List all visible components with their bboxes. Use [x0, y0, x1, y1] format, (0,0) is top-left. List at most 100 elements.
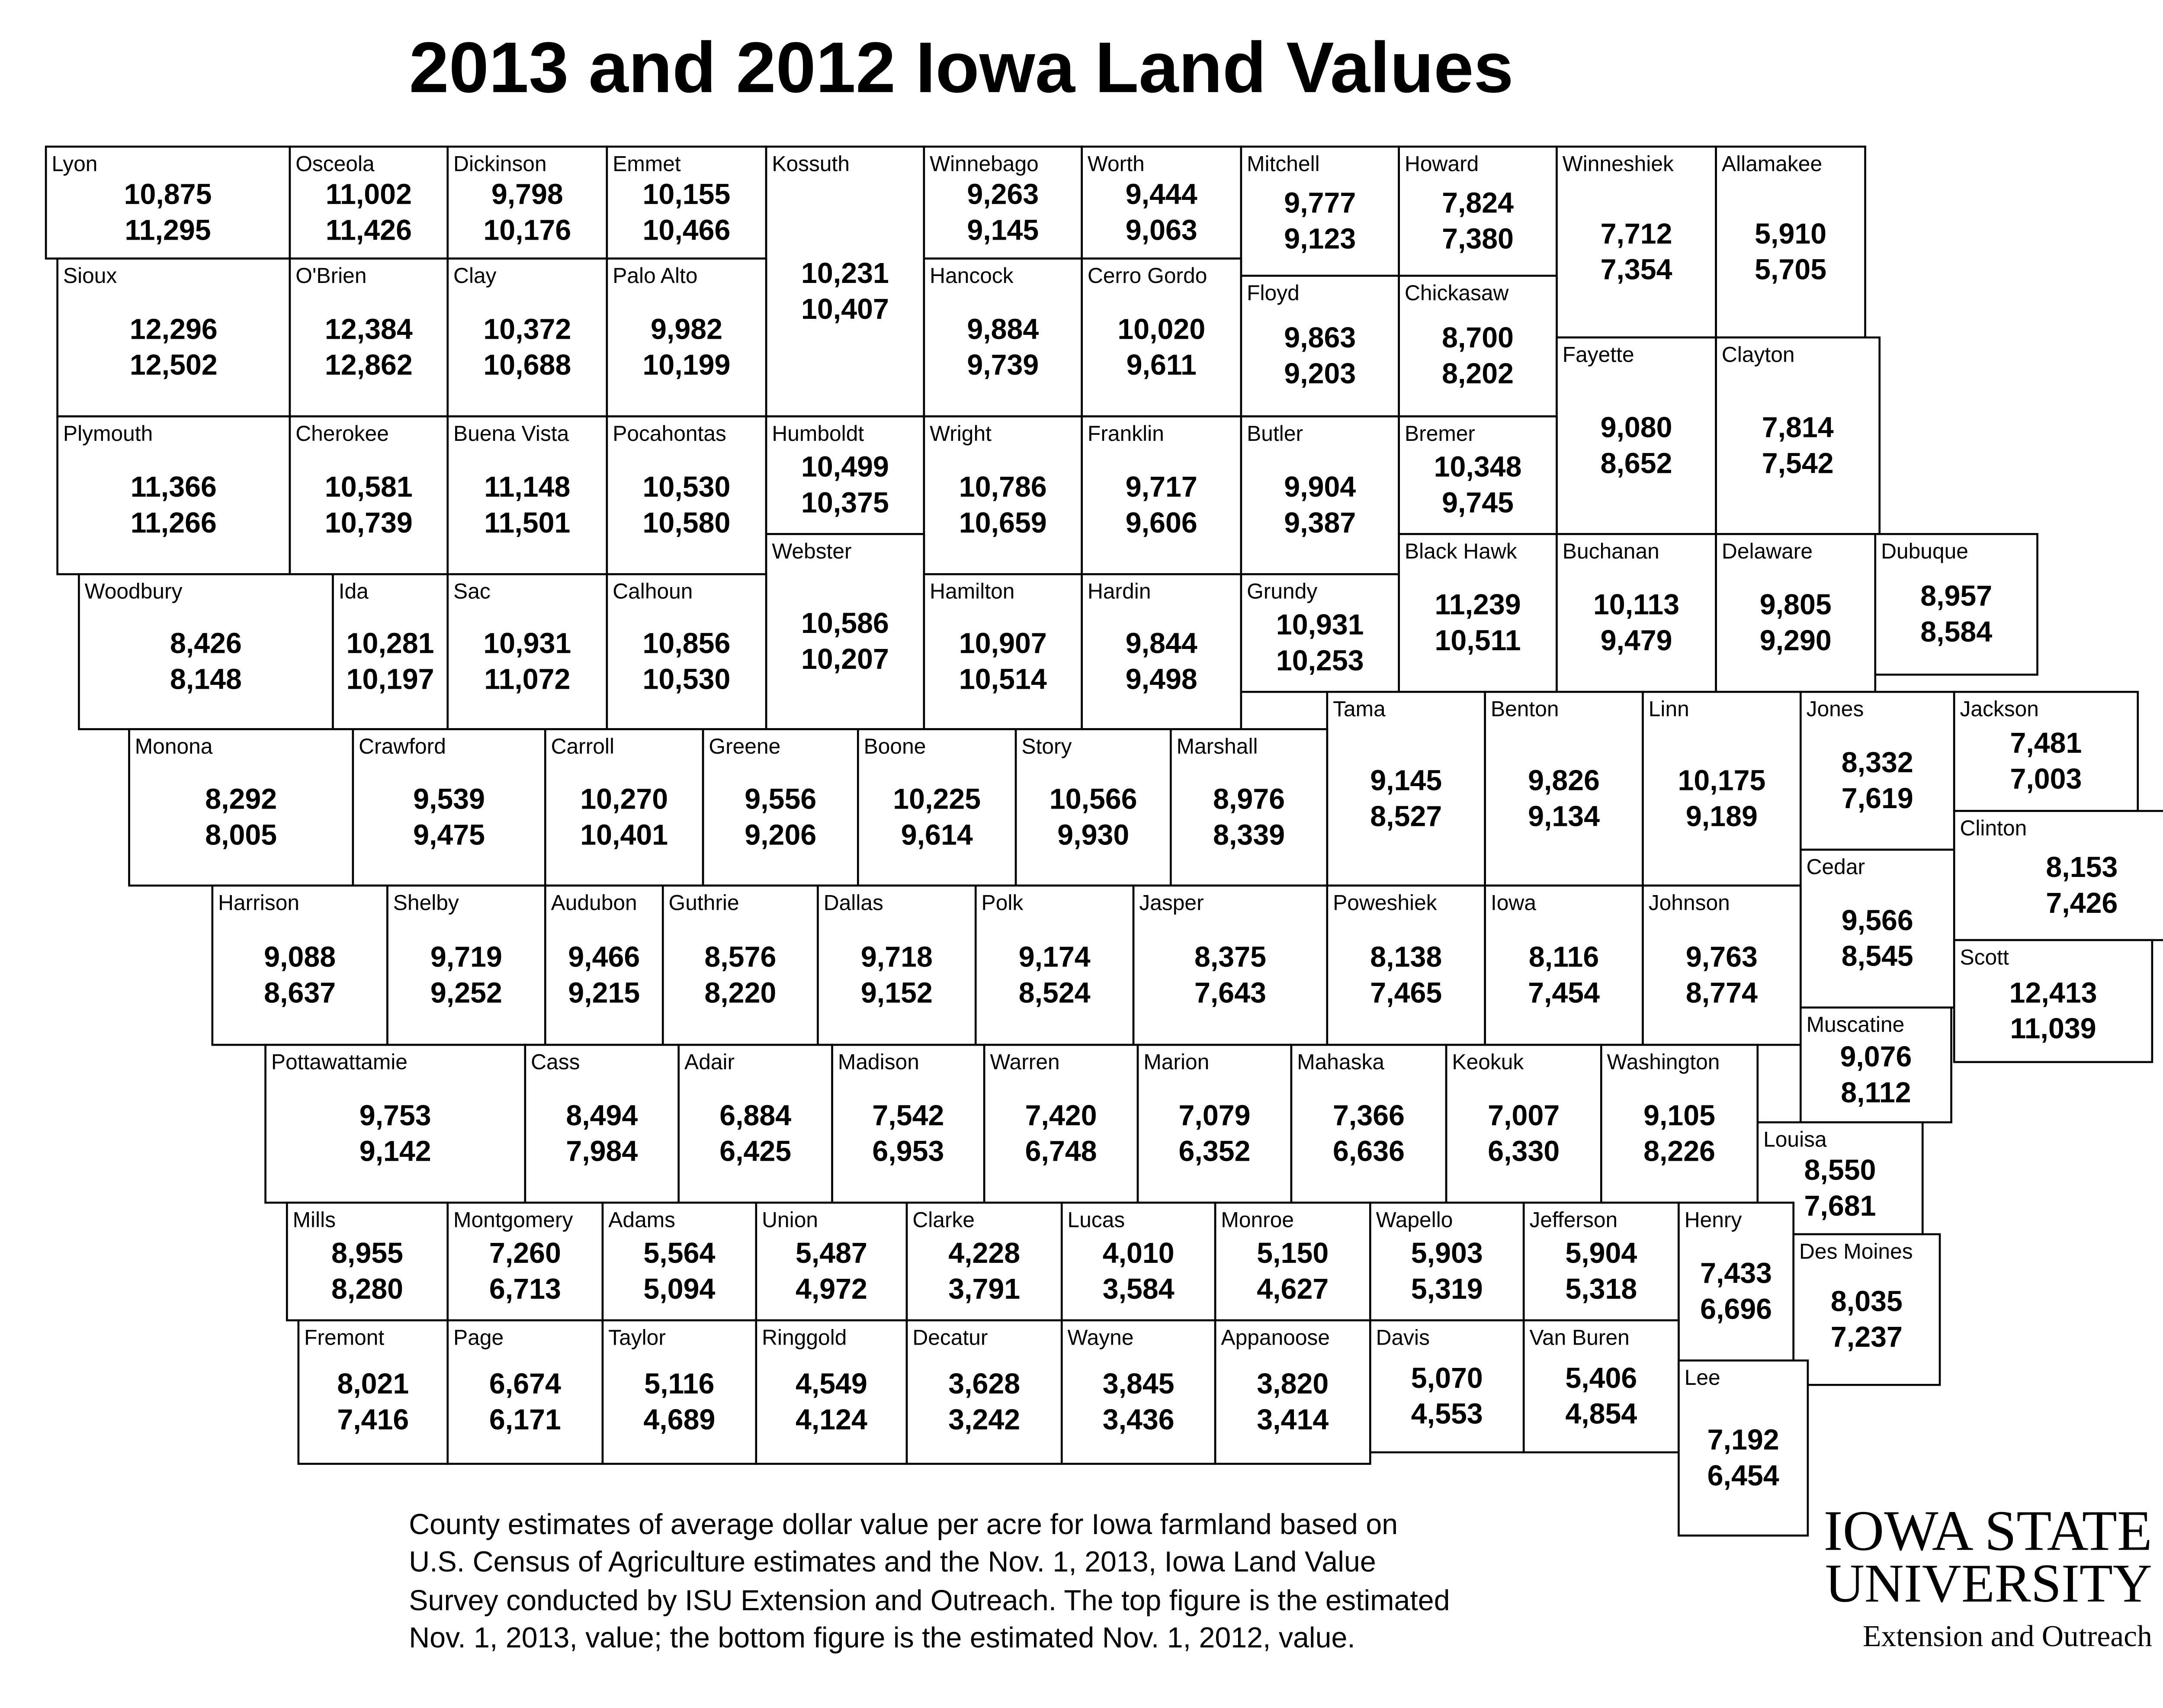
value-2013: 5,406: [1565, 1362, 1637, 1394]
county-box: [702, 728, 859, 887]
county-box: [1715, 145, 1866, 339]
county-name: O'Brien: [295, 263, 366, 288]
value-2012: 9,252: [430, 977, 502, 1009]
value-2012: 9,745: [1442, 487, 1514, 519]
value-2013: 7,433: [1700, 1258, 1772, 1290]
value-2013: 11,148: [484, 471, 570, 503]
value-2013: 9,718: [861, 941, 933, 973]
county-box: [1874, 533, 2038, 676]
county-box: [923, 257, 1083, 417]
value-2013: 9,719: [430, 941, 502, 973]
county-box: [1081, 415, 1242, 575]
county-name: Marshall: [1177, 734, 1258, 758]
county-name: Muscatine: [1807, 1012, 1905, 1037]
value-2012: 10,511: [1435, 625, 1521, 657]
value-2012: 5,318: [1565, 1273, 1637, 1305]
value-2012: 8,148: [170, 664, 242, 696]
value-2013: 10,530: [643, 471, 731, 503]
county-box: [923, 573, 1083, 730]
logo-line: IOWA STATE: [1823, 1499, 2152, 1563]
value-2012: 10,466: [643, 214, 731, 246]
value-2013: 5,150: [1257, 1237, 1329, 1269]
value-2012: 6,748: [1025, 1136, 1097, 1168]
value-2013: 10,499: [801, 451, 889, 483]
value-2013: 10,856: [643, 628, 731, 660]
county-box: [1290, 1043, 1447, 1204]
county-name: Crawford: [359, 734, 446, 758]
county-box: [446, 257, 608, 417]
footnote-line: County estimates of average dollar value…: [409, 1509, 1398, 1541]
county-box: [544, 884, 664, 1046]
value-2012: 9,290: [1760, 625, 1832, 657]
county-name: Taylor: [608, 1325, 666, 1349]
county-name: Appanoose: [1221, 1325, 1330, 1349]
value-2012: 5,705: [1755, 254, 1826, 286]
value-2012: 7,619: [1842, 783, 1913, 815]
value-2013: 11,239: [1435, 589, 1521, 621]
value-2013: 7,420: [1025, 1100, 1097, 1132]
county-name: Woodbury: [85, 579, 183, 604]
county-box: [765, 533, 925, 730]
value-2012: 6,713: [489, 1273, 561, 1305]
value-2013: 9,080: [1601, 412, 1672, 444]
value-2012: 6,454: [1707, 1460, 1779, 1492]
county-name: Ringgold: [762, 1325, 847, 1349]
county-name: Pocahontas: [613, 421, 726, 446]
county-name: Clarke: [912, 1207, 975, 1232]
value-2012: 6,953: [872, 1136, 944, 1168]
value-2012: 9,206: [745, 819, 816, 851]
value-2013: 5,564: [643, 1237, 715, 1269]
county-box: [923, 145, 1083, 260]
county-name: Delaware: [1722, 539, 1813, 563]
value-2013: 9,088: [264, 941, 336, 973]
value-2012: 4,553: [1411, 1398, 1483, 1430]
value-2013: 11,002: [326, 179, 412, 211]
county-name: Davis: [1376, 1325, 1430, 1349]
value-2013: 8,550: [1804, 1154, 1876, 1186]
value-2013: 10,586: [801, 607, 889, 639]
county-name: Kossuth: [772, 151, 850, 176]
value-2012: 7,643: [1194, 977, 1266, 1009]
value-2013: 5,487: [796, 1237, 867, 1269]
value-2013: 9,263: [967, 179, 1039, 211]
value-2012: 8,524: [1019, 977, 1091, 1009]
county-name: Emmet: [613, 151, 681, 176]
value-2012: 9,063: [1126, 214, 1197, 246]
county-box: [606, 415, 767, 575]
value-2013: 8,576: [704, 941, 776, 973]
value-2013: 8,138: [1370, 941, 1442, 973]
county-name: Black Hawk: [1405, 539, 1517, 563]
value-2013: 10,175: [1678, 764, 1765, 796]
county-box: [905, 1201, 1063, 1322]
value-2012: 7,354: [1601, 254, 1672, 286]
value-2013: 9,145: [1370, 764, 1442, 796]
county-box: [446, 145, 608, 260]
county-box: [755, 1319, 908, 1465]
value-2012: 7,416: [337, 1404, 409, 1436]
county-name: Webster: [772, 539, 851, 563]
county-box: [1642, 884, 1802, 1046]
county-box: [1214, 1201, 1371, 1322]
value-2012: 7,426: [2046, 887, 2118, 919]
value-2013: 4,010: [1103, 1237, 1175, 1269]
county-box: [56, 257, 291, 417]
value-2013: 9,826: [1528, 764, 1600, 796]
value-2012: 8,339: [1213, 819, 1285, 851]
county-box: [1240, 573, 1400, 693]
county-name: Cedar: [1807, 854, 1865, 879]
county-name: Jones: [1807, 697, 1864, 721]
county-name: Ida: [339, 579, 369, 604]
county-name: Hardin: [1088, 579, 1151, 604]
value-2013: 5,070: [1411, 1362, 1483, 1394]
county-name: Des Moines: [1799, 1239, 1913, 1263]
value-2012: 9,134: [1528, 800, 1600, 832]
value-2013: 4,549: [796, 1368, 867, 1400]
county-box: [905, 1319, 1063, 1465]
value-2013: 10,581: [325, 471, 413, 503]
county-box: [983, 1043, 1139, 1204]
value-2012: 6,352: [1179, 1136, 1251, 1168]
value-2012: 9,387: [1284, 507, 1356, 539]
county-box: [1678, 1359, 1809, 1537]
county-box: [606, 145, 767, 260]
value-2013: 11,366: [131, 471, 217, 503]
